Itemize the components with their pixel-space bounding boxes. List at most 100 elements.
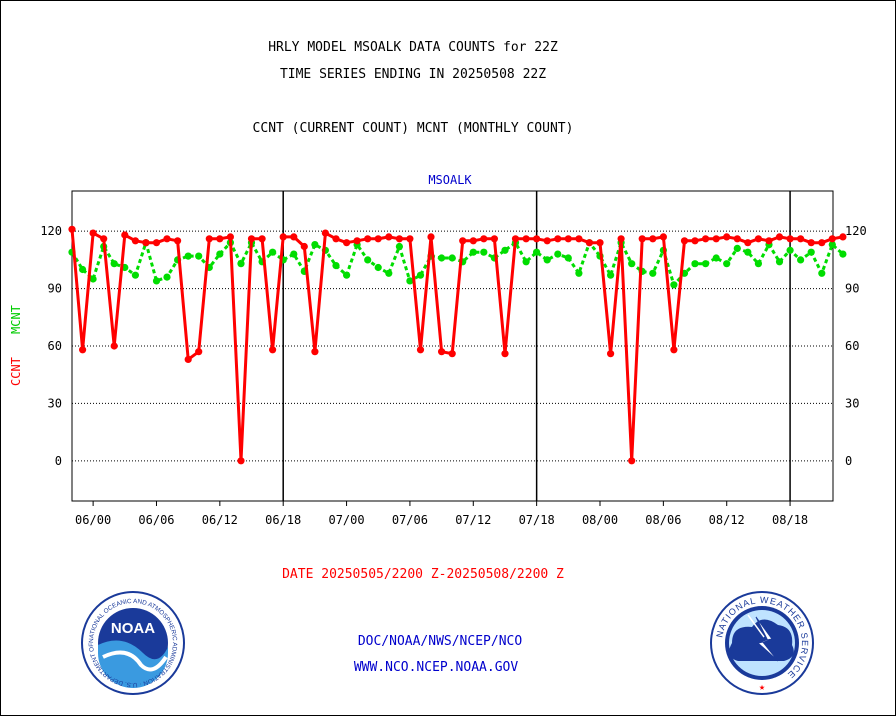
ytick-left: 0 xyxy=(55,454,62,468)
point-ccnt xyxy=(247,235,256,243)
ytick-right: 90 xyxy=(845,282,859,296)
point-mcnt xyxy=(702,260,710,268)
point-ccnt xyxy=(522,235,530,243)
ylabel-mcnt: MCNT xyxy=(9,305,23,334)
point-mcnt xyxy=(818,269,826,277)
org-path-link[interactable]: DOC/NOAA/NWS/NCEP/NCO xyxy=(358,634,523,649)
point-ccnt xyxy=(68,225,76,233)
point-mcnt xyxy=(163,273,171,281)
point-ccnt xyxy=(459,237,467,245)
point-mcnt xyxy=(364,256,372,264)
point-ccnt xyxy=(712,235,720,243)
date-range: DATE 20250505/2200 Z-20250508/2200 Z xyxy=(282,567,564,582)
xtick-label: 06/18 xyxy=(265,513,301,527)
point-ccnt xyxy=(152,239,161,247)
ytick-left: 30 xyxy=(48,396,62,410)
point-mcnt xyxy=(184,252,192,260)
point-ccnt xyxy=(828,235,836,243)
point-ccnt xyxy=(427,233,435,241)
point-mcnt xyxy=(195,252,203,260)
point-mcnt xyxy=(723,260,731,268)
point-ccnt xyxy=(638,235,646,243)
xtick-label: 06/00 xyxy=(75,513,111,527)
point-ccnt xyxy=(163,235,171,243)
point-ccnt xyxy=(374,235,382,243)
point-ccnt xyxy=(733,235,741,243)
point-mcnt xyxy=(754,260,763,268)
point-ccnt xyxy=(575,235,583,243)
point-ccnt xyxy=(184,355,192,363)
point-ccnt xyxy=(775,233,784,241)
nws-star-icon: ★ xyxy=(759,682,765,693)
point-ccnt xyxy=(195,348,203,356)
point-ccnt xyxy=(765,237,773,245)
point-ccnt xyxy=(659,233,668,241)
point-ccnt xyxy=(649,235,657,243)
point-ccnt xyxy=(205,235,213,243)
nws-logo[interactable]: NATIONAL WEATHER SERVICE ★ xyxy=(710,591,814,695)
point-mcnt xyxy=(797,256,805,264)
point-mcnt xyxy=(343,271,351,279)
point-mcnt xyxy=(543,256,551,264)
point-ccnt xyxy=(490,235,498,243)
xtick-label: 06/06 xyxy=(138,513,174,527)
y-axis-labels: CCNT MCNT xyxy=(9,305,23,386)
point-mcnt xyxy=(480,248,488,256)
point-ccnt xyxy=(290,233,298,241)
point-mcnt xyxy=(564,254,572,262)
xtick-label: 08/06 xyxy=(645,513,681,527)
point-ccnt xyxy=(596,239,604,247)
point-ccnt xyxy=(110,342,118,350)
point-ccnt xyxy=(321,229,329,237)
point-ccnt xyxy=(501,350,509,358)
point-mcnt xyxy=(131,271,139,279)
point-ccnt xyxy=(311,348,319,356)
point-ccnt xyxy=(469,237,477,245)
point-ccnt xyxy=(142,239,150,247)
point-ccnt xyxy=(79,346,87,354)
xtick-label: 07/12 xyxy=(455,513,491,527)
point-ccnt xyxy=(797,235,805,243)
point-mcnt xyxy=(670,281,678,289)
point-ccnt xyxy=(554,235,562,243)
point-mcnt xyxy=(237,260,245,268)
point-mcnt xyxy=(607,271,615,279)
point-ccnt xyxy=(691,237,699,245)
point-ccnt xyxy=(332,235,340,243)
xtick-label: 07/00 xyxy=(328,513,364,527)
point-ccnt xyxy=(670,346,678,354)
point-mcnt xyxy=(733,244,741,252)
point-ccnt xyxy=(364,235,372,243)
point-mcnt xyxy=(152,277,161,285)
point-ccnt xyxy=(617,235,625,243)
point-ccnt xyxy=(258,235,266,243)
point-ccnt xyxy=(564,235,572,243)
point-ccnt xyxy=(680,237,689,245)
point-mcnt xyxy=(311,241,319,249)
point-mcnt xyxy=(744,248,752,256)
noaa-logo-text: NOAA xyxy=(111,620,155,637)
point-mcnt xyxy=(575,269,583,277)
point-ccnt xyxy=(818,239,826,247)
point-mcnt xyxy=(406,277,414,285)
point-mcnt xyxy=(216,250,224,258)
point-ccnt xyxy=(385,233,393,241)
website-link[interactable]: WWW.NCO.NCEP.NOAA.GOV xyxy=(354,660,519,675)
point-mcnt xyxy=(290,250,298,258)
point-ccnt xyxy=(585,239,594,247)
point-mcnt xyxy=(522,258,530,266)
header-line-1: HRLY MODEL MSOALK DATA COUNTS for 22Z xyxy=(268,40,558,55)
station-label: MSOALK xyxy=(428,173,472,187)
ylabel-ccnt: CCNT xyxy=(9,357,23,386)
noaa-logo[interactable]: NOAA NATIONAL OCEANIC AND ATMOSPHERIC AD… xyxy=(81,591,185,695)
point-mcnt xyxy=(649,269,657,277)
point-mcnt xyxy=(269,248,277,256)
point-mcnt xyxy=(416,271,425,279)
point-ccnt xyxy=(300,242,308,251)
point-mcnt xyxy=(712,254,720,262)
point-mcnt xyxy=(628,260,636,268)
point-ccnt xyxy=(723,233,731,241)
ytick-right: 60 xyxy=(845,339,859,353)
point-ccnt xyxy=(279,233,287,241)
point-ccnt xyxy=(226,233,234,241)
